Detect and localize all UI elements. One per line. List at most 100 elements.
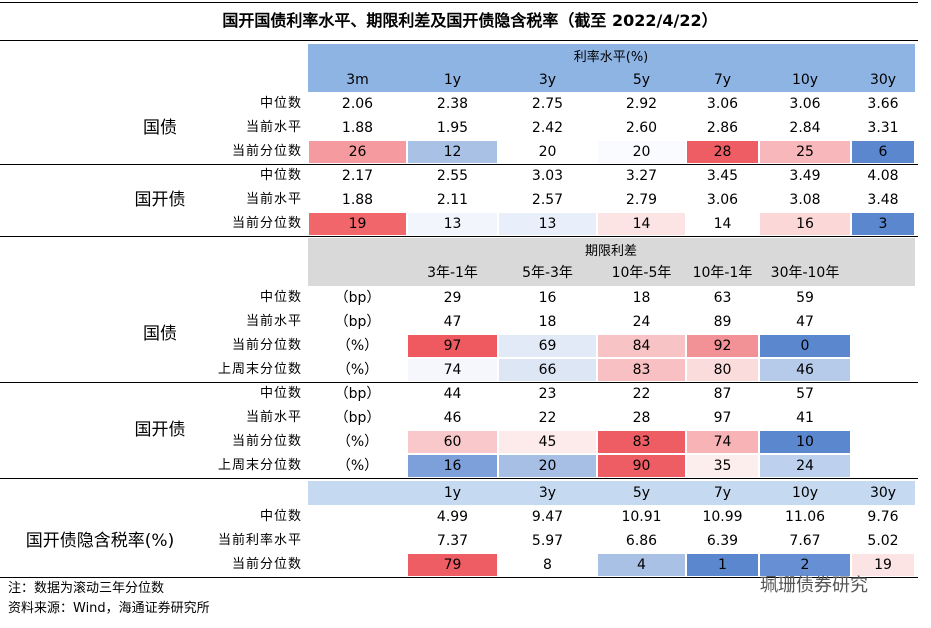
- heat-cell: [499, 335, 596, 357]
- row-label: 上周末分位数: [217, 362, 302, 377]
- cell-value: 9.76: [867, 509, 899, 525]
- column-header: 1y: [443, 72, 462, 88]
- cell-value: 47: [443, 314, 462, 330]
- rule: [0, 236, 918, 237]
- unit: （bp）: [334, 386, 381, 402]
- cell-value: 28: [713, 144, 732, 160]
- cell-value: 10.99: [702, 509, 743, 525]
- header-band: [308, 238, 915, 286]
- rule: [0, 478, 918, 479]
- section-header: 利率水平(%): [573, 50, 649, 65]
- cell-value: 12: [443, 144, 462, 160]
- cell-value: 22: [538, 410, 557, 426]
- cell-value: 3: [878, 216, 888, 232]
- cell-value: 14: [632, 216, 651, 232]
- heat-cell: [598, 431, 685, 453]
- heat-cell: [499, 141, 596, 163]
- column-header: 5y: [632, 72, 651, 88]
- row-label: 当前利率水平: [217, 533, 302, 548]
- column-header: 3m: [346, 72, 369, 88]
- cell-value: 7.67: [789, 533, 821, 549]
- cell-value: 83: [632, 362, 651, 378]
- cell-value: 10: [796, 434, 814, 450]
- heat-cell: [408, 141, 497, 163]
- header-band: [308, 44, 915, 92]
- row-label: 中位数: [259, 96, 302, 111]
- column-header: 10y: [791, 485, 819, 501]
- column-header: 7y: [713, 72, 732, 88]
- cell-value: 16: [538, 290, 557, 306]
- cell-value: 23: [538, 386, 557, 402]
- row-label: 当前分位数: [231, 557, 302, 572]
- cell-value: 69: [538, 338, 557, 354]
- heat-cell: [499, 554, 596, 576]
- cell-value: 2.57: [531, 192, 564, 208]
- cell-value: 57: [796, 386, 814, 402]
- group-label: 国债: [143, 324, 177, 344]
- column-header: 3年-1年: [427, 265, 478, 281]
- heat-cell: [760, 335, 850, 357]
- heat-cell: [499, 455, 596, 477]
- heat-cell: [687, 335, 758, 357]
- cell-value: 25: [796, 144, 814, 160]
- column-header: 10年-1年: [692, 265, 753, 281]
- cell-value: 4.99: [436, 509, 469, 525]
- cell-value: 35: [713, 458, 732, 474]
- heat-cell: [499, 213, 596, 235]
- cell-value: 1.88: [341, 192, 374, 208]
- heat-cell: [499, 359, 596, 381]
- row-label: 当前分位数: [231, 144, 302, 159]
- heat-cell: [598, 213, 685, 235]
- cell-value: 22: [632, 386, 651, 402]
- heat-cell: [408, 213, 497, 235]
- heat-cell: [598, 141, 685, 163]
- cell-value: 2.75: [531, 96, 564, 112]
- heat-cell: [687, 213, 758, 235]
- heat-cell: [598, 359, 685, 381]
- cell-value: 2.06: [341, 96, 374, 112]
- cell-value: 2.42: [531, 120, 564, 136]
- cell-value: 80: [713, 362, 732, 378]
- heat-cell: [309, 213, 406, 235]
- cell-value: 20: [538, 458, 557, 474]
- cell-value: 19: [874, 557, 892, 573]
- cell-value: 79: [443, 557, 462, 573]
- cell-value: 3.03: [531, 168, 564, 184]
- cell-value: 4.08: [867, 168, 899, 184]
- heat-cell: [687, 554, 758, 576]
- cell-value: 26: [348, 144, 367, 160]
- cell-value: 2.38: [436, 96, 469, 112]
- row-label: 中位数: [259, 509, 302, 524]
- cell-value: 20: [632, 144, 651, 160]
- cell-value: 24: [796, 458, 814, 474]
- cell-value: 74: [713, 434, 732, 450]
- heat-cell: [852, 141, 914, 163]
- rule: [0, 164, 918, 165]
- row-label: 当前分位数: [231, 216, 302, 231]
- cell-value: 45: [538, 434, 557, 450]
- cell-value: 1.95: [436, 120, 469, 136]
- cell-value: 8: [543, 557, 552, 573]
- cell-value: 3.48: [867, 192, 899, 208]
- unit: （bp）: [334, 410, 381, 426]
- row-label: 中位数: [259, 168, 302, 183]
- heat-cell: [852, 213, 914, 235]
- cell-value: 84: [632, 338, 651, 354]
- heat-cell: [309, 141, 406, 163]
- cell-value: 90: [632, 458, 651, 474]
- row-label: 中位数: [259, 386, 302, 401]
- cell-value: 2.60: [625, 120, 658, 136]
- column-header: 5年-3年: [522, 265, 573, 281]
- cell-value: 9.47: [531, 509, 564, 525]
- column-header: 30y: [869, 72, 897, 88]
- column-header: 7y: [713, 485, 732, 501]
- heat-cell: [852, 554, 914, 576]
- heat-cell: [687, 431, 758, 453]
- column-header: 30年-10年: [770, 265, 840, 281]
- cell-value: 44: [443, 386, 462, 402]
- rule: [0, 577, 918, 578]
- cell-value: 18: [632, 290, 651, 306]
- note: 注：数据为滚动三年分位数: [8, 581, 165, 596]
- cell-value: 18: [538, 314, 557, 330]
